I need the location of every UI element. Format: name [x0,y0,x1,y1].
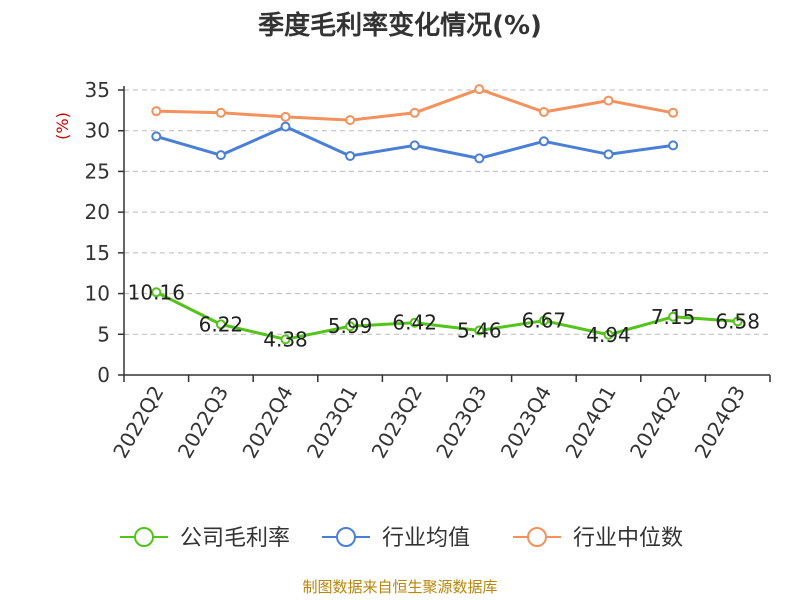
x-tick-label-2024Q1: 2024Q1 [560,382,620,463]
series-0-point-2023Q4 [538,315,549,326]
x-tick-label-2022Q4: 2022Q4 [237,382,297,463]
x-tick-labels: 2022Q2 2022Q3 2022Q4 2023Q1 2023Q2 2023Q3 2023… [108,382,750,463]
series-1-point-2024Q1 [603,149,614,160]
series-line-0 [155,290,738,341]
data-label-2023Q1: 5.99 [328,314,373,338]
series-1-point-2022Q4 [280,121,291,132]
x-tick-label-2023Q2: 2023Q2 [367,382,427,463]
series-0-point-2023Q3 [474,325,485,336]
axes [118,86,771,382]
series-0-point-2024Q1 [603,329,614,340]
y-tick-label-5: 5 [97,322,110,346]
chart-title: 季度毛利率变化情况(%) [258,10,542,41]
series-layer [151,84,743,345]
series-2-point-2022Q2 [151,106,162,117]
series-1-point-2023Q1 [345,150,356,161]
y-tick-label-30: 30 [85,119,110,143]
source-note: 制图数据来自恒生聚源数据库 [302,578,497,596]
x-tick-label-2024Q2: 2024Q2 [625,382,685,463]
y-tick-labels: 0 5 10 15 20 25 30 35 [85,78,110,387]
series-1-point-2022Q3 [215,150,226,161]
legend-marker-0 [134,527,154,547]
y-tick-label-15: 15 [85,241,110,265]
data-label-2024Q1: 4.94 [586,323,631,347]
series-2-point-2023Q1 [345,115,356,126]
x-tick-label-2023Q4: 2023Q4 [496,382,556,463]
data-labels: 10.16 6.22 4.38 5.99 6.42 5.46 6.67 4.94 7.15 6.5… [128,280,760,351]
y-axis-label: (%) [53,112,72,140]
series-0-point-2024Q3 [732,316,743,327]
series-2-point-2023Q4 [538,106,549,117]
x-tick-label-2022Q2: 2022Q2 [108,382,168,463]
x-tick-label-2023Q1: 2023Q1 [302,382,362,463]
data-label-2023Q2: 6.42 [392,311,437,335]
series-2-point-2023Q3 [474,84,485,95]
legend-label-1: 行业均值 [382,526,470,551]
data-label-2023Q4: 6.67 [522,309,567,333]
data-label-2022Q2: 10.16 [128,280,185,304]
series-2-point-2022Q3 [215,107,226,118]
series-0-point-2022Q3 [215,319,226,330]
y-tick-label-25: 25 [85,159,110,183]
legend-marker-2 [527,527,547,547]
y-tick-label-20: 20 [85,200,110,224]
series-1-point-2022Q2 [151,131,162,142]
y-tick-label-35: 35 [85,78,110,102]
legend-label-2: 行业中位数 [573,526,683,551]
series-0-point-2024Q2 [668,311,679,322]
series-0-point-2022Q4 [280,334,291,345]
series-2-point-2023Q2 [409,107,420,118]
data-label-2024Q3: 6.58 [715,309,760,333]
data-label-2023Q3: 5.46 [457,319,502,343]
data-label-2022Q4: 4.38 [263,327,308,351]
legend: 公司毛利率 行业均值 行业中位数 [120,526,683,551]
series-0-point-2023Q2 [409,317,420,328]
series-2-point-2022Q4 [280,111,291,122]
data-label-2022Q3: 6.22 [199,312,244,336]
series-0-point-2022Q2 [151,287,162,298]
grid-lines [124,89,770,335]
series-2-point-2024Q2 [668,107,679,118]
x-tick-label-2024Q3: 2024Q3 [690,382,750,463]
series-0-point-2023Q1 [345,321,356,332]
x-tick-label-2022Q3: 2022Q3 [173,382,233,463]
legend-marker-1 [336,527,356,547]
y-tick-label-10: 10 [85,282,110,306]
series-1-point-2024Q2 [668,140,679,151]
x-tick-label-2023Q3: 2023Q3 [431,382,491,463]
series-1-point-2023Q2 [409,140,420,151]
legend-label-0: 公司毛利率 [180,526,290,551]
series-1-point-2023Q4 [538,136,549,147]
y-tick-label-0: 0 [97,363,110,387]
data-label-2024Q2: 7.15 [651,305,696,329]
series-1-point-2023Q3 [474,153,485,164]
series-2-point-2024Q1 [603,95,614,106]
